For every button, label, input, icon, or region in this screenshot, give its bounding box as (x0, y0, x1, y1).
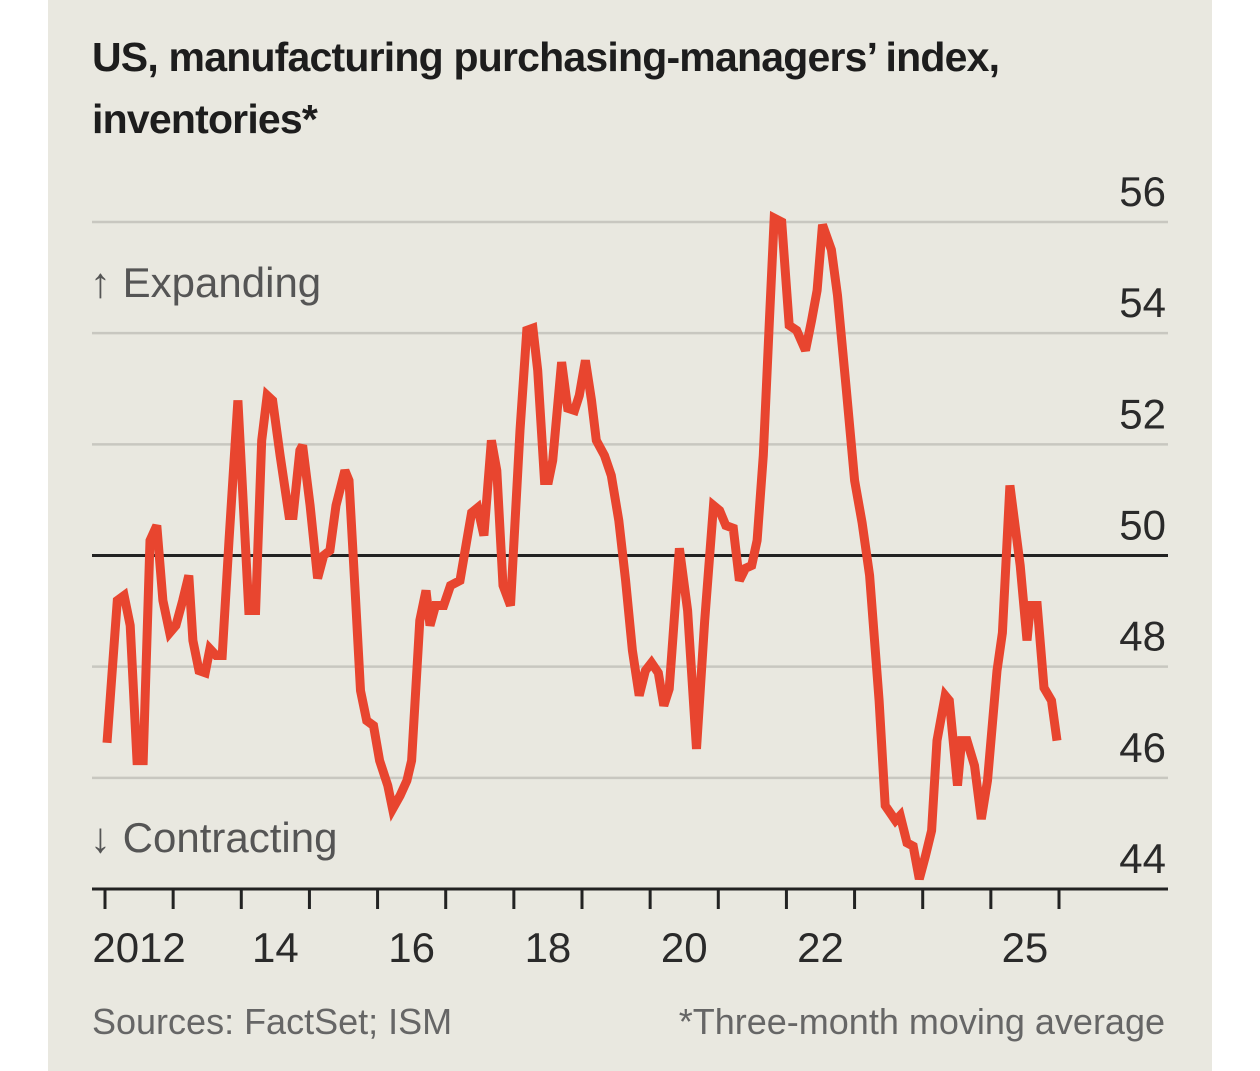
x-tick-label: 20 (661, 924, 708, 971)
x-tick-label: 14 (252, 924, 299, 971)
y-tick-label: 50 (1119, 502, 1166, 549)
source-note: Sources: FactSet; ISM (92, 1001, 452, 1042)
x-tick-label: 16 (388, 924, 435, 971)
y-tick-label: 46 (1119, 724, 1166, 771)
x-tick-label: 18 (525, 924, 572, 971)
y-tick-label: 48 (1119, 613, 1166, 660)
series-line (102, 210, 1062, 881)
chart-title: US, manufacturing purchasing-managers’ i… (92, 34, 1000, 142)
contracting-annotation: ↓ Contracting (90, 814, 337, 861)
y-tick-label: 52 (1119, 390, 1166, 437)
footnote: *Three-month moving average (679, 1001, 1165, 1042)
y-tick-label: 44 (1119, 835, 1166, 882)
y-tick-label: 56 (1119, 168, 1166, 215)
y-tick-label: 54 (1119, 279, 1166, 326)
x-tick-label: 25 (1002, 924, 1049, 971)
expanding-annotation: ↑ Expanding (90, 259, 321, 306)
x-tick-label: 22 (797, 924, 844, 971)
x-tick-label: 2012 (92, 924, 185, 971)
